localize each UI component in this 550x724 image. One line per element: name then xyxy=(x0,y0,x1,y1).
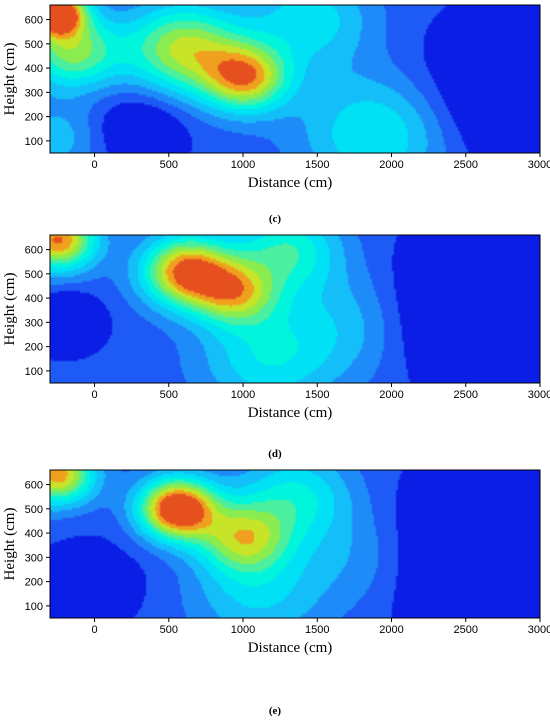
x-tick-label: 500 xyxy=(160,389,178,401)
x-tick-label: 2500 xyxy=(454,624,478,636)
x-axis-label: Distance (cm) xyxy=(248,405,333,421)
x-tick-label: 1000 xyxy=(231,624,255,636)
contour-chart-c: 0 500 1000 1500 2000 2500 3000 100 200 300 400 500 6… xyxy=(2,4,550,191)
x-tick-label: 3000 xyxy=(528,624,550,636)
contour-chart-e: 0 500 1000 1500 2000 2500 3000 100 200 300 400 500 6… xyxy=(2,469,550,656)
plot-frame xyxy=(49,469,541,619)
panel-label-e: (e) xyxy=(268,705,282,717)
panel-label-d: (d) xyxy=(268,448,282,460)
contour-panel-c: 0 500 1000 1500 2000 2500 3000 100 200 300 400 500 6… xyxy=(0,0,550,228)
y-tick-label: 300 xyxy=(25,317,43,329)
plot-frame xyxy=(49,4,541,154)
y-tick-label: 600 xyxy=(25,15,43,27)
y-tick-label: 600 xyxy=(25,245,43,257)
y-tick-label: 200 xyxy=(25,342,43,354)
x-tick-label: 3000 xyxy=(528,159,550,171)
y-tick-label: 400 xyxy=(25,63,43,75)
y-tick-label: 100 xyxy=(25,366,43,378)
y-axis-label: Height (cm) xyxy=(2,508,18,581)
x-axis-label: Distance (cm) xyxy=(248,640,333,656)
contour-field xyxy=(50,470,540,618)
x-tick-label: 1500 xyxy=(305,389,329,401)
y-tick-label: 500 xyxy=(25,504,43,516)
x-tick-label: 2000 xyxy=(379,159,403,171)
x-tick-label: 2000 xyxy=(379,624,403,636)
y-tick-label: 500 xyxy=(25,269,43,281)
contour-panel-d: 0 500 1000 1500 2000 2500 3000 100 200 300 400 500 6… xyxy=(0,230,550,458)
x-tick-label: 0 xyxy=(91,159,97,171)
x-tick-label: 2500 xyxy=(454,159,478,171)
x-tick-label: 2500 xyxy=(454,389,478,401)
y-tick-label: 600 xyxy=(25,480,43,492)
x-tick-label: 2000 xyxy=(379,389,403,401)
panel-label-c: (c) xyxy=(268,213,282,225)
contour-chart-d: 0 500 1000 1500 2000 2500 3000 100 200 300 400 500 6… xyxy=(2,234,550,421)
y-axis-label: Height (cm) xyxy=(2,43,18,116)
y-axis-label: Height (cm) xyxy=(2,273,18,346)
x-tick-label: 1000 xyxy=(231,159,255,171)
contour-field xyxy=(50,5,540,153)
x-tick-label: 0 xyxy=(91,624,97,636)
y-tick-label: 400 xyxy=(25,528,43,540)
y-tick-label: 200 xyxy=(25,577,43,589)
y-tick-label: 200 xyxy=(25,112,43,124)
x-tick-label: 3000 xyxy=(528,389,550,401)
y-tick-label: 300 xyxy=(25,87,43,99)
y-tick-label: 100 xyxy=(25,136,43,148)
y-tick-label: 300 xyxy=(25,552,43,564)
x-tick-label: 1500 xyxy=(305,624,329,636)
y-tick-label: 500 xyxy=(25,39,43,51)
contour-panel-e: 0 500 1000 1500 2000 2500 3000 100 200 300 400 500 6… xyxy=(0,465,550,693)
x-tick-label: 500 xyxy=(160,159,178,171)
x-tick-label: 1000 xyxy=(231,389,255,401)
x-tick-label: 1500 xyxy=(305,159,329,171)
contour-field xyxy=(50,235,540,383)
x-tick-label: 500 xyxy=(160,624,178,636)
y-tick-label: 100 xyxy=(25,601,43,613)
y-tick-label: 400 xyxy=(25,293,43,305)
x-tick-label: 0 xyxy=(91,389,97,401)
plot-frame xyxy=(49,234,541,384)
x-axis-label: Distance (cm) xyxy=(248,175,333,191)
